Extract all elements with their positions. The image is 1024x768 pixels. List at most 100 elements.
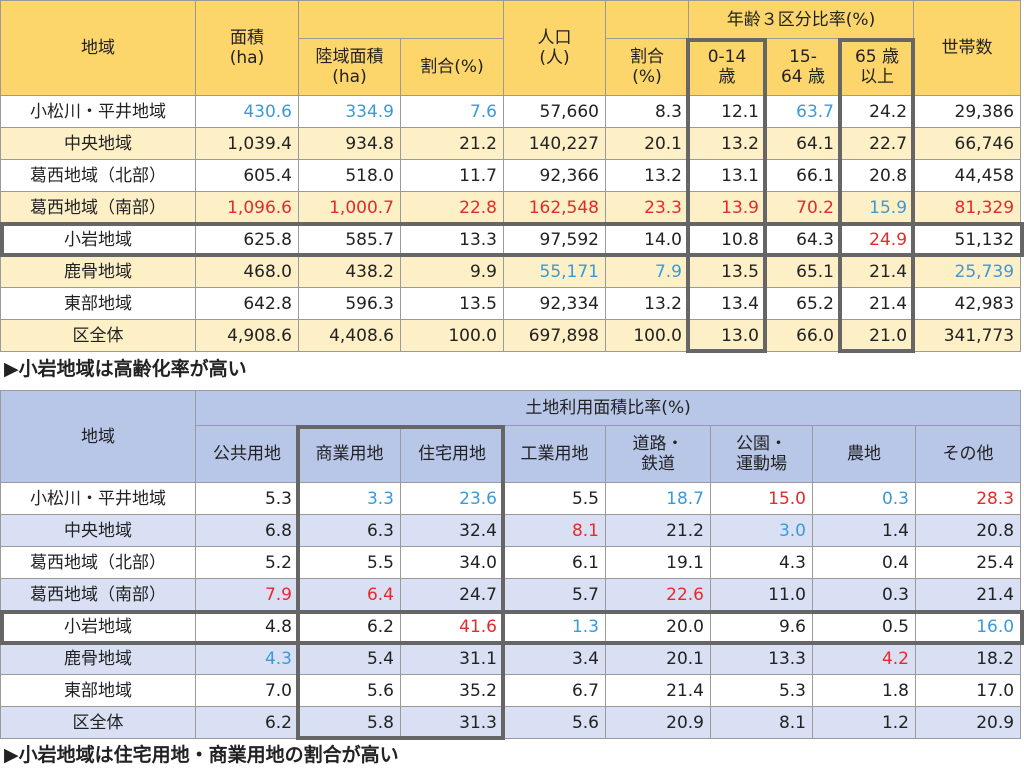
highlight-box bbox=[686, 38, 767, 353]
value-cell: 25,739 bbox=[913, 255, 1022, 288]
table-row: 中央地域 1,039.4 934.8 21.2 140,227 20.1 13.2 64.1 2… bbox=[0, 127, 1022, 160]
highlight-box bbox=[296, 425, 505, 740]
value-cell: 6.7 bbox=[503, 674, 606, 707]
header-cell: 公園・ 運動場 bbox=[710, 425, 813, 483]
table-row: 東部地域 7.0 5.6 35.2 6.7 21.4 5.3 1.8 17.0 bbox=[0, 674, 1022, 707]
value-cell: 341,773 bbox=[913, 319, 1022, 352]
value-cell: 81,329 bbox=[913, 191, 1022, 224]
highlight-box bbox=[838, 38, 915, 353]
table-row: 小松川・平井地域 5.3 3.3 23.6 5.5 18.7 15.0 0.3 28.3 bbox=[0, 482, 1022, 515]
value-cell: 1,096.6 bbox=[195, 191, 299, 224]
header-cell: 土地利用面積比率(%) bbox=[194, 390, 1022, 426]
value-cell: 100.0 bbox=[400, 319, 504, 352]
region-cell: 区全体 bbox=[0, 706, 196, 739]
value-cell: 65.1 bbox=[765, 255, 841, 288]
value-cell: 13.2 bbox=[605, 159, 689, 192]
header-cell: 地域 bbox=[0, 390, 196, 483]
value-cell: 25.4 bbox=[914, 546, 1022, 579]
value-cell: 29,386 bbox=[913, 95, 1022, 128]
region-cell: 小松川・平井地域 bbox=[0, 95, 196, 128]
value-cell: 1.8 bbox=[812, 674, 916, 707]
value-cell: 8.1 bbox=[503, 514, 606, 547]
header-cell: 公共用地 bbox=[195, 425, 299, 483]
header-cell bbox=[298, 0, 504, 39]
value-cell: 11.7 bbox=[400, 159, 504, 192]
value-cell: 934.8 bbox=[298, 127, 401, 160]
value-cell: 100.0 bbox=[605, 319, 689, 352]
table-row: 区全体 4,908.6 4,408.6 100.0 697,898 100.0 13.0 66… bbox=[0, 319, 1022, 352]
value-cell: 4,908.6 bbox=[195, 319, 299, 352]
value-cell: 5.7 bbox=[503, 578, 606, 611]
value-cell: 5.3 bbox=[195, 482, 299, 515]
header-cell: 面積 (ha) bbox=[195, 0, 299, 96]
header-cell: 人口 (人) bbox=[503, 0, 606, 96]
value-cell: 15.0 bbox=[710, 482, 813, 515]
region-cell: 葛西地域（南部） bbox=[0, 578, 196, 611]
value-cell: 28.3 bbox=[914, 482, 1022, 515]
value-cell: 66.0 bbox=[765, 319, 841, 352]
value-cell: 20.9 bbox=[605, 706, 711, 739]
value-cell: 0.3 bbox=[812, 578, 916, 611]
value-cell: 4.3 bbox=[195, 642, 299, 675]
value-cell: 21.4 bbox=[839, 255, 915, 288]
value-cell: 66.1 bbox=[765, 159, 841, 192]
value-cell: 42,983 bbox=[913, 287, 1022, 320]
value-cell: 15.9 bbox=[839, 191, 915, 224]
table-row: 中央地域 6.8 6.3 32.4 8.1 21.2 3.0 1.4 20.8 bbox=[0, 514, 1022, 547]
header-cell: 年齢３区分比率(%) bbox=[687, 0, 915, 39]
header-cell: 道路・ 鉄道 bbox=[605, 425, 711, 483]
table-row: 鹿骨地域 468.0 438.2 9.9 55,171 7.9 13.5 65.1 21.4 25… bbox=[0, 255, 1022, 288]
region-cell: 葛西地域（北部） bbox=[0, 159, 196, 192]
header-cell: 世帯数 bbox=[913, 0, 1022, 96]
table-row: 葛西地域（北部） 5.2 5.5 34.0 6.1 19.1 4.3 0.4 25.4 bbox=[0, 546, 1022, 579]
value-cell: 57,660 bbox=[503, 95, 606, 128]
value-cell: 17.0 bbox=[914, 674, 1022, 707]
table-row: 区全体 6.2 5.8 31.3 5.6 20.9 8.1 1.2 20.9 bbox=[0, 706, 1022, 739]
table-row: 鹿骨地域 4.3 5.4 31.1 3.4 20.1 13.3 4.2 18.2 bbox=[0, 642, 1022, 675]
header-cell: 割合 (%) bbox=[605, 38, 689, 96]
value-cell: 0.4 bbox=[812, 546, 916, 579]
header-cell: 住宅用地 bbox=[400, 425, 504, 483]
value-cell: 6.8 bbox=[195, 514, 299, 547]
value-cell: 5.5 bbox=[503, 482, 606, 515]
value-cell: 66,746 bbox=[913, 127, 1022, 160]
region-cell: 小岩地域 bbox=[0, 610, 196, 643]
header-cell: 割合(%) bbox=[400, 38, 504, 96]
value-cell: 6.3 bbox=[298, 514, 401, 547]
value-cell: 468.0 bbox=[195, 255, 299, 288]
value-cell: 5.4 bbox=[298, 642, 401, 675]
value-cell: 92,334 bbox=[503, 287, 606, 320]
value-cell: 430.6 bbox=[195, 95, 299, 128]
value-cell: 697,898 bbox=[503, 319, 606, 352]
value-cell: 585.7 bbox=[298, 223, 401, 256]
value-cell: 140,227 bbox=[503, 127, 606, 160]
region-cell: 区全体 bbox=[0, 319, 196, 352]
table-row: 葛西地域（南部） 1,096.6 1,000.7 22.8 162,548 23.3 13.… bbox=[0, 191, 1022, 224]
value-cell: 22.7 bbox=[839, 127, 915, 160]
value-cell: 7.0 bbox=[195, 674, 299, 707]
region-cell: 小岩地域 bbox=[0, 223, 196, 256]
value-cell: 5.3 bbox=[710, 674, 813, 707]
value-cell: 4.3 bbox=[710, 546, 813, 579]
value-cell: 13.3 bbox=[710, 642, 813, 675]
header-cell: 商業用地 bbox=[298, 425, 401, 483]
region-cell: 東部地域 bbox=[0, 287, 196, 320]
value-cell: 642.8 bbox=[195, 287, 299, 320]
value-cell: 6.2 bbox=[195, 706, 299, 739]
region-cell: 小松川・平井地域 bbox=[0, 482, 196, 515]
value-cell: 1.4 bbox=[812, 514, 916, 547]
value-cell: 5.8 bbox=[298, 706, 401, 739]
value-cell: 21.4 bbox=[605, 674, 711, 707]
value-cell: 6.4 bbox=[298, 578, 401, 611]
value-cell: 65.2 bbox=[765, 287, 841, 320]
table-row: 葛西地域（南部） 7.9 6.4 24.7 5.7 22.6 11.0 0.3 21.4 bbox=[0, 578, 1022, 611]
value-cell: 32.4 bbox=[400, 514, 504, 547]
highlight-box bbox=[0, 610, 1024, 645]
value-cell: 23.6 bbox=[400, 482, 504, 515]
value-cell: 23.3 bbox=[605, 191, 689, 224]
value-cell: 1.2 bbox=[812, 706, 916, 739]
population-table: 地域 面積 (ha) 人口 (人) 年齢３区分比率(%) 世帯数 陸域面積 (h… bbox=[0, 0, 1022, 352]
value-cell: 334.9 bbox=[298, 95, 401, 128]
value-cell: 21.0 bbox=[839, 319, 915, 352]
